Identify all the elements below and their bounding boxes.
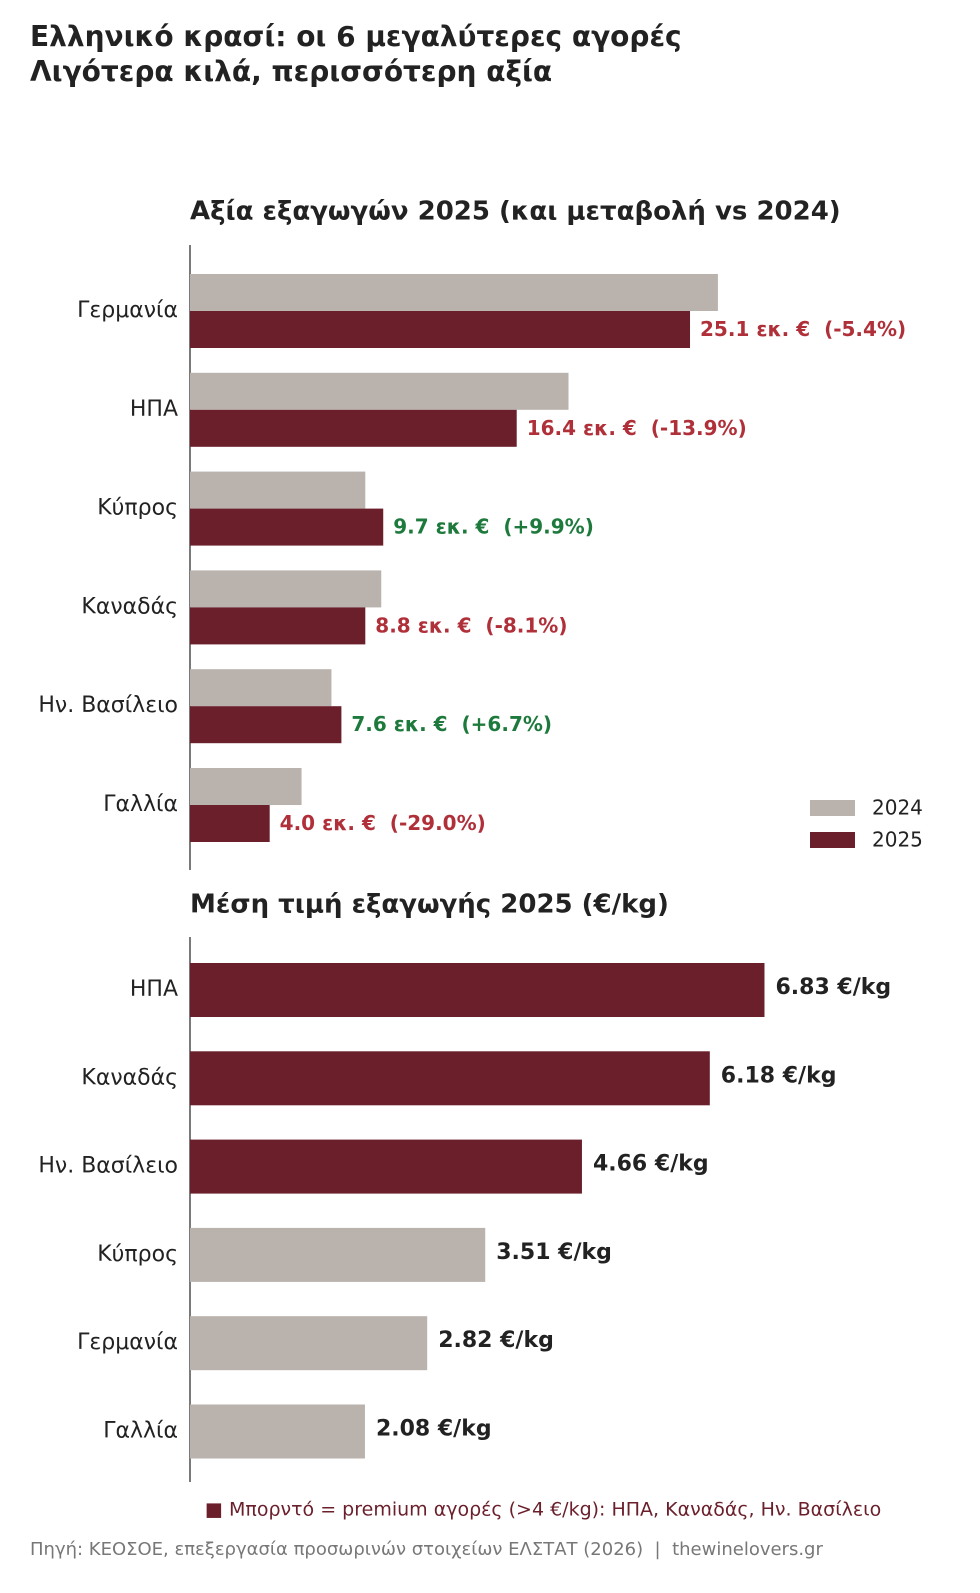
- value-label: 9.7 εκ. € (+9.9%): [393, 515, 594, 539]
- value-label: 25.1 εκ. € (-5.4%): [700, 317, 906, 341]
- chart-title: Μέση τιμή εξαγωγής 2025 (€/kg): [190, 890, 669, 920]
- category-label: Καναδάς: [81, 594, 178, 619]
- value-label: 6.18 €/kg: [721, 1063, 837, 1088]
- bar: [190, 706, 342, 744]
- category-label: Ην. Βασίλειο: [38, 1154, 178, 1179]
- bar: [190, 805, 270, 842]
- category-label: Ην. Βασίλειο: [38, 693, 178, 718]
- bar: [190, 311, 691, 348]
- category-label: Γερμανία: [77, 298, 178, 323]
- subtitle: Λιγότερα κιλά, περισσότερη αξία: [30, 55, 552, 88]
- bar: [190, 1316, 428, 1371]
- value-label: 3.51 €/kg: [496, 1240, 612, 1265]
- bar: [190, 570, 382, 608]
- bar: [190, 669, 332, 707]
- note: ■ Μπορντό = premium αγορές (>4 €/kg): ΗΠ…: [205, 1499, 881, 1521]
- category-label: Γαλλία: [103, 1419, 178, 1444]
- value-label: 7.6 εκ. € (+6.7%): [351, 712, 552, 736]
- value-label: 4.0 εκ. € (-29.0%): [280, 811, 486, 835]
- bar: [190, 508, 384, 546]
- bar: [190, 1404, 365, 1459]
- chart-title: Αξία εξαγωγών 2025 (και μεταβολή vs 2024…: [190, 197, 841, 227]
- bar: [190, 274, 718, 311]
- legend-swatch: [810, 800, 855, 816]
- value-label: 2.08 €/kg: [376, 1417, 492, 1442]
- category-label: Κύπρος: [97, 496, 178, 521]
- title: Ελληνικό κρασί: οι 6 μεγαλύτερες αγορές: [30, 20, 682, 53]
- bar: [190, 409, 517, 447]
- value-label: 2.82 €/kg: [438, 1328, 554, 1353]
- bar: [190, 1139, 582, 1194]
- category-label: Γερμανία: [77, 1330, 178, 1355]
- legend-label: 2024: [872, 796, 923, 820]
- category-label: Γαλλία: [103, 792, 178, 817]
- legend-label: 2025: [872, 828, 923, 852]
- bar: [190, 471, 366, 509]
- value-label: 4.66 €/kg: [593, 1152, 709, 1177]
- bar: [190, 963, 765, 1017]
- bar: [190, 607, 366, 645]
- bar: [190, 372, 569, 410]
- category-label: Καναδάς: [81, 1065, 178, 1090]
- category-label: Κύπρος: [97, 1242, 178, 1267]
- category-label: ΗΠΑ: [130, 397, 178, 422]
- bar: [190, 1051, 710, 1106]
- legend-swatch: [810, 832, 855, 848]
- value-label: 16.4 εκ. € (-13.9%): [527, 416, 747, 440]
- value-label: 6.83 €/kg: [775, 975, 891, 1000]
- bar: [190, 768, 302, 805]
- value-label: 8.8 εκ. € (-8.1%): [375, 613, 567, 637]
- bar: [190, 1227, 486, 1282]
- source: Πηγή: ΚΕΟΣΟΕ, επεξεργασία προσωρινών στο…: [30, 1539, 823, 1560]
- category-label: ΗΠΑ: [130, 977, 178, 1002]
